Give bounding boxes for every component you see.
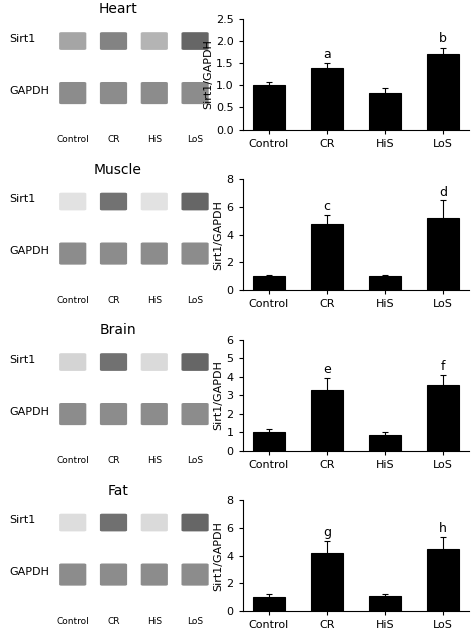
FancyBboxPatch shape: [59, 82, 86, 104]
Text: CR: CR: [107, 135, 120, 144]
Text: LoS: LoS: [187, 135, 203, 144]
Text: Control: Control: [56, 295, 89, 305]
Text: h: h: [439, 522, 447, 535]
FancyBboxPatch shape: [141, 82, 168, 104]
FancyBboxPatch shape: [182, 403, 209, 425]
FancyBboxPatch shape: [141, 243, 168, 265]
Bar: [427, 54, 459, 130]
Text: Sirt1: Sirt1: [9, 194, 36, 204]
Bar: [369, 277, 401, 290]
FancyBboxPatch shape: [182, 353, 209, 371]
Bar: [253, 597, 285, 611]
Text: HiS: HiS: [147, 617, 162, 626]
Title: Heart: Heart: [99, 3, 137, 16]
Text: e: e: [323, 363, 331, 376]
Text: d: d: [439, 186, 447, 199]
FancyBboxPatch shape: [141, 403, 168, 425]
FancyBboxPatch shape: [59, 563, 86, 586]
Bar: [253, 432, 285, 450]
FancyBboxPatch shape: [182, 513, 209, 531]
Text: Control: Control: [56, 456, 89, 465]
Text: LoS: LoS: [187, 617, 203, 626]
Text: CR: CR: [107, 617, 120, 626]
Text: LoS: LoS: [187, 295, 203, 305]
FancyBboxPatch shape: [141, 32, 168, 50]
Text: HiS: HiS: [147, 456, 162, 465]
Y-axis label: Sirt1/GAPDH: Sirt1/GAPDH: [203, 39, 213, 109]
Text: CR: CR: [107, 295, 120, 305]
FancyBboxPatch shape: [100, 243, 127, 265]
Y-axis label: Sirt1/GAPDH: Sirt1/GAPDH: [214, 360, 224, 430]
FancyBboxPatch shape: [141, 513, 168, 531]
Text: Control: Control: [56, 617, 89, 626]
FancyBboxPatch shape: [182, 193, 209, 210]
Bar: [253, 277, 285, 290]
FancyBboxPatch shape: [141, 563, 168, 586]
Bar: [311, 224, 343, 290]
Bar: [311, 69, 343, 130]
Bar: [311, 390, 343, 450]
FancyBboxPatch shape: [100, 193, 127, 210]
Text: c: c: [323, 200, 330, 214]
Text: g: g: [323, 526, 331, 539]
FancyBboxPatch shape: [182, 563, 209, 586]
Text: GAPDH: GAPDH: [9, 407, 49, 417]
FancyBboxPatch shape: [59, 243, 86, 265]
Bar: [369, 435, 401, 450]
Text: GAPDH: GAPDH: [9, 246, 49, 256]
Title: Fat: Fat: [108, 484, 128, 498]
Y-axis label: Sirt1/GAPDH: Sirt1/GAPDH: [214, 200, 224, 270]
Text: HiS: HiS: [147, 295, 162, 305]
FancyBboxPatch shape: [141, 353, 168, 371]
FancyBboxPatch shape: [59, 353, 86, 371]
Bar: [427, 549, 459, 611]
Text: Sirt1: Sirt1: [9, 355, 36, 365]
FancyBboxPatch shape: [100, 32, 127, 50]
FancyBboxPatch shape: [182, 243, 209, 265]
FancyBboxPatch shape: [59, 193, 86, 210]
Bar: [311, 553, 343, 611]
FancyBboxPatch shape: [100, 403, 127, 425]
Text: Control: Control: [56, 135, 89, 144]
Bar: [369, 596, 401, 611]
Y-axis label: Sirt1/GAPDH: Sirt1/GAPDH: [214, 521, 224, 591]
FancyBboxPatch shape: [182, 32, 209, 50]
Text: LoS: LoS: [187, 456, 203, 465]
Bar: [427, 385, 459, 450]
Text: GAPDH: GAPDH: [9, 568, 49, 577]
Text: Sirt1: Sirt1: [9, 515, 36, 525]
Text: GAPDH: GAPDH: [9, 86, 49, 96]
FancyBboxPatch shape: [59, 403, 86, 425]
Title: Brain: Brain: [100, 323, 137, 337]
Text: Sirt1: Sirt1: [9, 34, 36, 44]
FancyBboxPatch shape: [100, 563, 127, 586]
Text: HiS: HiS: [147, 135, 162, 144]
Title: Muscle: Muscle: [94, 163, 142, 177]
Bar: [369, 93, 401, 130]
FancyBboxPatch shape: [100, 82, 127, 104]
FancyBboxPatch shape: [141, 193, 168, 210]
FancyBboxPatch shape: [59, 32, 86, 50]
Text: CR: CR: [107, 456, 120, 465]
Text: b: b: [439, 33, 447, 45]
Text: f: f: [441, 360, 445, 373]
FancyBboxPatch shape: [59, 513, 86, 531]
FancyBboxPatch shape: [100, 513, 127, 531]
Text: a: a: [323, 48, 331, 61]
Bar: [427, 218, 459, 290]
FancyBboxPatch shape: [182, 82, 209, 104]
FancyBboxPatch shape: [100, 353, 127, 371]
Bar: [253, 85, 285, 130]
